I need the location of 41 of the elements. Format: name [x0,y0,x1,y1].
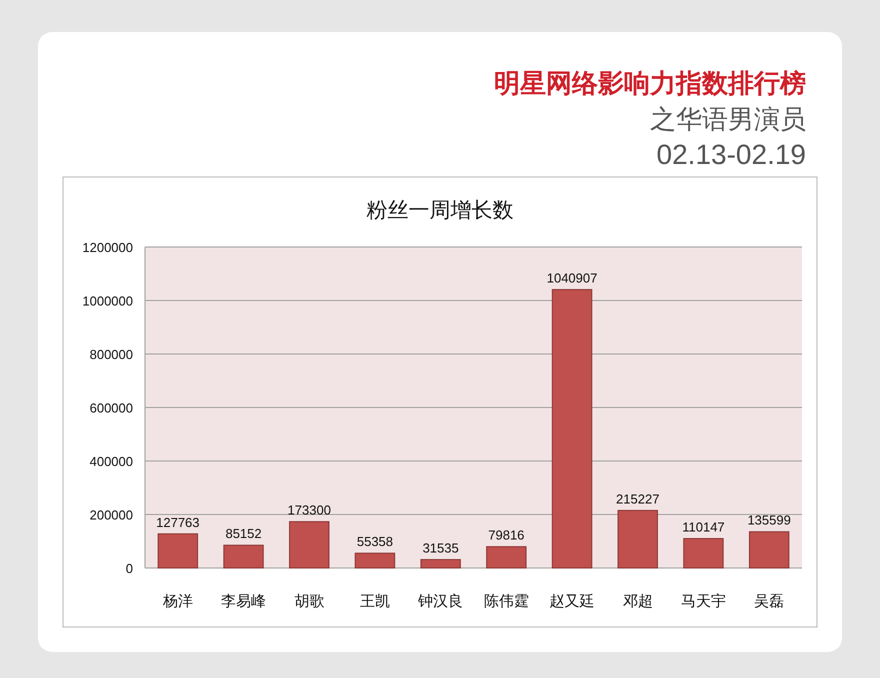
bar [618,510,658,568]
bar [552,289,592,568]
bar [158,533,198,568]
y-tick-label: 600000 [90,400,133,416]
y-tick-label: 1000000 [82,294,133,308]
y-tick-label: 1200000 [82,240,133,255]
x-tick-label: 赵又廷 [550,593,595,610]
y-tick-label: 800000 [90,347,133,362]
x-tick-label: 马天宇 [680,593,726,610]
y-tick-label: 0 [126,561,133,576]
x-tick-label: 王凯 [360,593,390,610]
x-tick-label: 胡歌 [294,593,324,610]
data-label: 127763 [156,514,200,530]
data-label: 85152 [225,526,262,542]
text: 之华语男演员 [650,104,806,134]
bar [223,544,264,568]
bar [354,552,396,568]
x-tick-label: 吴磊 [754,593,784,610]
bar [683,538,724,568]
data-label: 31535 [422,540,459,556]
data-label: 55358 [356,534,394,550]
bar [748,531,790,568]
data-label: 135599 [747,512,791,528]
bar [420,559,461,568]
data-label: 215227 [616,491,660,506]
data-label: 79816 [488,528,524,543]
x-tick-label: 邓超 [622,593,653,610]
y-tick-label: 400000 [90,454,133,469]
bar [289,521,330,568]
bar [486,546,527,568]
data-label: 110147 [682,520,725,535]
x-tick-label: 杨洋 [162,593,193,610]
text: 明星网络影响力指数排行榜 [494,68,806,98]
x-tick-label: 钟汉良 [417,593,464,610]
data-label: 1040907 [546,270,598,286]
x-tick-label: 陈伟霆 [484,593,529,610]
chart-title: 粉丝一周增长数 [366,199,514,222]
data-label: 173300 [288,502,331,518]
text: 02.13-02.19 [656,139,806,170]
x-tick-label: 李易峰 [221,593,266,610]
y-tick-label: 200000 [90,508,133,522]
